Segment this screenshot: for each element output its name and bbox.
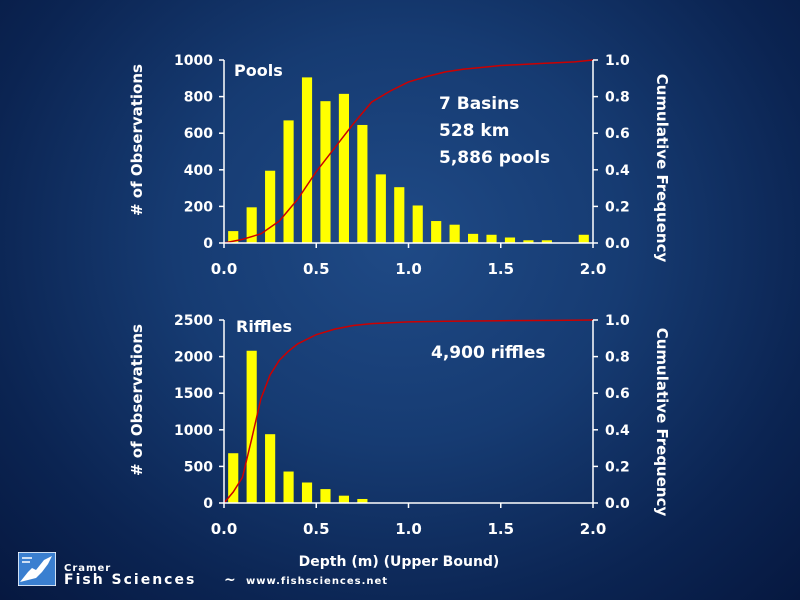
- riffles-bar: [246, 350, 257, 503]
- pools-ytick-label: 200: [184, 199, 213, 215]
- pools-bar: [523, 240, 534, 243]
- brand-top-text: Cramer: [64, 563, 112, 574]
- brand-separator: ~: [224, 572, 236, 588]
- riffles-cumulative-line: [223, 319, 594, 504]
- pools-xtick-label: 1.0: [395, 260, 422, 278]
- riffles-bar: [265, 434, 276, 503]
- pools-bar: [283, 120, 294, 243]
- riffles-ytick-label: 1500: [174, 386, 213, 402]
- pools-ytick-label: 400: [184, 163, 213, 179]
- riffles-annotation-count: 4,900 riffles: [431, 343, 546, 363]
- riffles-xtick-label: 1.5: [487, 520, 514, 538]
- riffles-ytick-label: 1000: [174, 423, 213, 439]
- fish-logo-icon: [18, 552, 56, 586]
- pools-y2tick-label: 0.4: [605, 163, 630, 179]
- riffles-ytick-label: 500: [184, 459, 213, 475]
- pools-bar: [246, 207, 257, 243]
- pools-annotation-km: 528 km: [439, 121, 509, 141]
- riffles-bar: [301, 482, 313, 503]
- pools-xtick-label: 0.5: [303, 260, 330, 278]
- pools-y2label: Cumulative Frequency: [653, 74, 671, 263]
- pools-ytick-label: 600: [184, 126, 213, 142]
- riffles-ylabel: # of Observations: [128, 324, 146, 476]
- pools-bar: [504, 237, 516, 243]
- riffles-y2tick-label: 0.4: [605, 423, 630, 439]
- pools-bar: [375, 174, 386, 243]
- pools-xtick-label: 1.5: [487, 260, 514, 278]
- riffles-ytick-label: 0: [203, 496, 213, 512]
- pools-bar: [338, 93, 349, 243]
- pools-bar: [301, 77, 313, 243]
- riffles-xtick-label: 0.5: [303, 520, 330, 538]
- riffles-bar: [228, 453, 239, 503]
- riffles-bar: [283, 471, 294, 503]
- pools-xtick-label: 0.0: [211, 260, 238, 278]
- riffles-y2tick-label: 1.0: [605, 313, 630, 329]
- riffles-xtick-label: 2.0: [580, 520, 607, 538]
- pools-y2tick-label: 0.0: [605, 236, 630, 252]
- riffles-ytick-label: 2000: [174, 350, 213, 366]
- riffles-bar: [357, 498, 368, 503]
- pools-bar: [541, 240, 552, 243]
- pools-ylabel: # of Observations: [128, 64, 146, 216]
- pools-ytick-label: 1000: [174, 53, 213, 69]
- pools-bar: [412, 205, 423, 243]
- riffles-y2tick-label: 0.0: [605, 496, 630, 512]
- pools-bar: [431, 221, 442, 243]
- riffles-y2tick-label: 0.6: [605, 386, 630, 402]
- riffles-xtick-label: 0.0: [211, 520, 238, 538]
- pools-bar: [394, 187, 405, 243]
- pools-panel-label: Pools: [234, 61, 283, 80]
- pools-bar: [320, 101, 331, 243]
- pools-xtick-label: 2.0: [580, 260, 607, 278]
- riffles-xlabel: Depth (m) (Upper Bound): [299, 554, 500, 570]
- pools-bar: [449, 224, 460, 243]
- riffles-bar: [320, 489, 331, 503]
- pools-annotation-count: 5,886 pools: [439, 148, 550, 168]
- pools-y2tick-label: 0.6: [605, 126, 630, 142]
- pools-bar: [228, 231, 239, 243]
- riffles-chart: 0 500 1000 1500 2000 2500 0.0 0.2 0.4 0.6 0.8 1.0 0.…: [174, 313, 630, 538]
- pools-bar: [578, 234, 589, 243]
- pools-bar: [468, 233, 479, 243]
- pools-bar: [265, 170, 276, 243]
- pools-annotation-basins: 7 Basins: [439, 94, 519, 114]
- pools-bar: [486, 234, 497, 243]
- pools-y2tick-label: 1.0: [605, 53, 630, 69]
- riffles-bar: [338, 495, 349, 503]
- riffles-xtick-label: 1.0: [395, 520, 422, 538]
- pools-y2tick-label: 0.8: [605, 90, 630, 106]
- website-link[interactable]: www.fishsciences.net: [246, 576, 389, 587]
- pools-bar: [357, 124, 368, 243]
- pools-y2tick-label: 0.2: [605, 199, 630, 215]
- pools-ytick-label: 0: [203, 236, 213, 252]
- brand-name: Fish Sciences: [64, 572, 197, 588]
- riffles-ytick-label: 2500: [174, 313, 213, 329]
- riffles-y2tick-label: 0.2: [605, 459, 630, 475]
- pools-chart: 0 200 400 600 800 1000 0.0 0.2 0.4 0.6 0.8 1.0 0.0 0.…: [174, 53, 630, 278]
- riffles-panel-label: Riffles: [236, 317, 292, 336]
- riffles-y2label: Cumulative Frequency: [653, 328, 671, 517]
- pools-ytick-label: 800: [184, 90, 213, 106]
- riffles-y2tick-label: 0.8: [605, 350, 630, 366]
- pools-cumulative-line: [223, 59, 594, 244]
